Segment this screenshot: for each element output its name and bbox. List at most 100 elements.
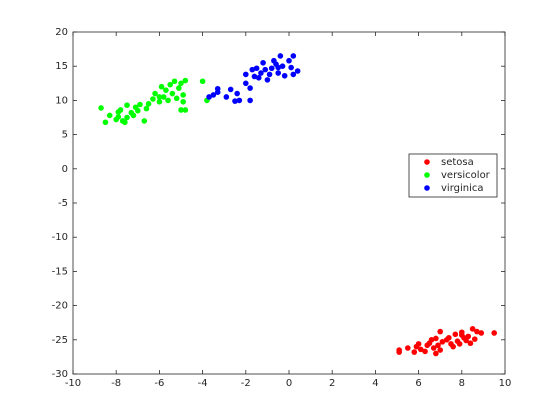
point	[258, 70, 264, 76]
point	[143, 105, 150, 112]
point	[491, 330, 498, 336]
point	[439, 339, 446, 345]
y-tick-label: -10	[52, 232, 68, 243]
point	[288, 64, 294, 71]
point	[206, 94, 212, 100]
point	[124, 102, 130, 108]
point	[262, 66, 269, 73]
plot-area	[72, 31, 506, 375]
point	[135, 107, 141, 114]
x-tick-label: 4	[372, 378, 378, 389]
point	[290, 71, 297, 78]
point	[294, 68, 301, 74]
point	[290, 53, 297, 59]
legend-marker	[424, 185, 430, 191]
point	[180, 92, 186, 98]
legend-label: setosa	[441, 157, 474, 168]
point	[417, 346, 424, 353]
point	[210, 92, 217, 98]
point	[405, 345, 411, 351]
point	[152, 90, 158, 97]
point	[141, 118, 148, 124]
point	[137, 101, 143, 108]
x-tick-label: -8	[111, 378, 121, 389]
point	[264, 77, 271, 83]
point	[199, 78, 206, 85]
point	[415, 341, 422, 347]
y-tick-label: -30	[52, 369, 68, 380]
point	[182, 107, 189, 113]
point	[115, 109, 122, 115]
legend-box	[408, 153, 498, 198]
point	[275, 70, 282, 76]
point	[459, 332, 465, 338]
point	[286, 57, 292, 64]
point	[227, 86, 234, 93]
point	[424, 342, 431, 349]
point	[98, 105, 104, 111]
point	[106, 112, 113, 119]
point	[474, 328, 480, 335]
point	[145, 101, 152, 107]
x-tick-label: 10	[499, 378, 512, 389]
point	[130, 112, 137, 119]
point	[158, 83, 165, 90]
point	[247, 85, 253, 91]
point	[422, 348, 428, 355]
point	[275, 64, 282, 71]
point	[169, 90, 176, 97]
point	[243, 71, 249, 78]
point	[122, 119, 128, 126]
point	[471, 336, 478, 342]
point	[268, 65, 275, 72]
point	[171, 78, 178, 85]
y-tick-label: 5	[62, 130, 68, 141]
point	[234, 90, 240, 97]
point	[176, 85, 182, 91]
point	[253, 65, 260, 72]
point	[165, 97, 171, 104]
point	[467, 340, 474, 347]
y-tick-label: 0	[62, 164, 68, 175]
x-tick-label: -2	[241, 378, 251, 389]
point	[433, 350, 439, 357]
point	[266, 71, 273, 78]
point	[182, 77, 189, 84]
point	[279, 63, 286, 69]
point	[102, 119, 109, 126]
point	[223, 94, 230, 100]
y-tick-label: -25	[52, 335, 68, 346]
x-tick-label: -4	[198, 378, 208, 389]
x-tick-label: 0	[286, 378, 292, 389]
y-tick-label: 10	[55, 95, 68, 106]
point	[247, 97, 253, 104]
point	[465, 333, 472, 340]
point	[450, 343, 456, 350]
x-tick-label: 2	[329, 378, 335, 389]
point	[115, 114, 122, 120]
y-tick-label: 20	[55, 27, 68, 38]
y-tick-label: -5	[58, 198, 68, 209]
point	[277, 53, 284, 59]
point	[243, 80, 249, 87]
y-tick-label: -20	[52, 301, 68, 312]
point	[178, 80, 184, 87]
point	[124, 114, 130, 121]
point	[437, 328, 444, 335]
point	[150, 96, 156, 102]
point	[452, 331, 459, 338]
legend-label: virginica	[441, 183, 484, 194]
point	[435, 342, 441, 349]
point	[160, 94, 167, 100]
point	[214, 85, 221, 92]
y-tick-label: -15	[52, 266, 68, 277]
point	[463, 337, 469, 344]
point	[430, 345, 437, 351]
point	[437, 347, 444, 353]
y-tick-label: 15	[55, 61, 68, 72]
point	[469, 326, 476, 332]
point	[255, 75, 262, 81]
point	[232, 98, 238, 104]
point	[456, 341, 463, 347]
